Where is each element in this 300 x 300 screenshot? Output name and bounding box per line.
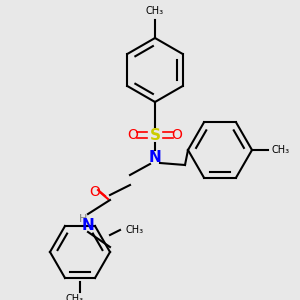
- Text: O: O: [90, 185, 101, 199]
- Text: N: N: [82, 218, 94, 233]
- Text: CH₃: CH₃: [125, 225, 143, 235]
- Text: O: O: [172, 128, 182, 142]
- Text: CH₃: CH₃: [66, 294, 84, 300]
- Text: CH₃: CH₃: [146, 6, 164, 16]
- Text: S: S: [149, 128, 161, 142]
- Text: O: O: [128, 128, 138, 142]
- Text: N: N: [148, 151, 161, 166]
- Text: H: H: [79, 214, 87, 224]
- Text: CH₃: CH₃: [272, 145, 290, 155]
